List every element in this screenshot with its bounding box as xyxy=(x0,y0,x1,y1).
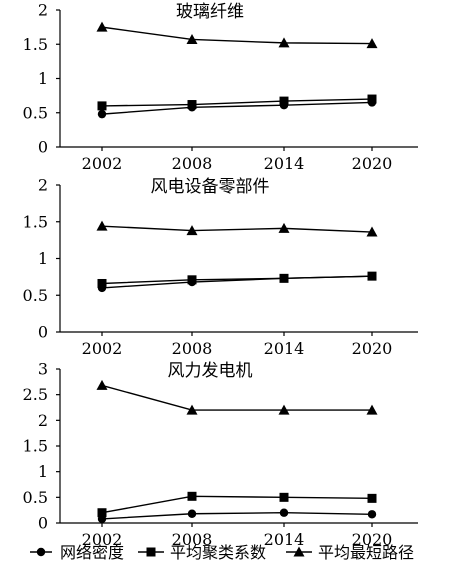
data-point-circle xyxy=(367,510,377,519)
data-point-square xyxy=(97,101,107,111)
x-tick-label: 2008 xyxy=(172,530,213,549)
x-tick-label: 2014 xyxy=(264,339,305,358)
x-tick-label: 2008 xyxy=(172,154,213,173)
data-point-triangle xyxy=(96,21,108,32)
series-line-square xyxy=(101,275,373,285)
x-tick-label: 2014 xyxy=(264,530,305,549)
data-point-square xyxy=(279,96,289,106)
y-tick-label: 1.5 xyxy=(23,212,48,231)
data-point-square xyxy=(187,491,197,501)
series-line-square xyxy=(101,98,373,107)
x-tick-label: 2020 xyxy=(352,530,393,549)
y-tick-label: 2 xyxy=(38,411,48,430)
y-tick-label: 2 xyxy=(38,1,48,20)
y-tick-label: 0.5 xyxy=(23,103,48,122)
series-line-square xyxy=(101,495,373,514)
y-tick-label: 1.5 xyxy=(23,35,48,54)
data-point-square xyxy=(367,493,377,503)
legend-label: 网络密度 xyxy=(60,543,124,562)
legend-marker-triangle xyxy=(293,546,305,557)
x-tick-label: 2002 xyxy=(82,530,123,549)
series-line-circle xyxy=(101,101,373,115)
legend-marker-square xyxy=(146,547,156,557)
data-point-triangle xyxy=(366,38,378,49)
data-point-square xyxy=(97,278,107,288)
data-point-square xyxy=(279,273,289,283)
x-tick-label: 2002 xyxy=(82,154,123,173)
data-point-square xyxy=(279,492,289,502)
series-line-triangle xyxy=(101,384,372,411)
y-tick-label: 1 xyxy=(38,462,48,481)
y-tick-label: 0 xyxy=(38,514,48,533)
data-point-triangle xyxy=(186,404,198,415)
data-point-triangle xyxy=(186,225,198,236)
data-point-square xyxy=(367,271,377,281)
series-line-triangle xyxy=(101,225,373,233)
data-point-triangle xyxy=(366,226,378,237)
data-point-triangle xyxy=(186,33,198,44)
data-point-square xyxy=(187,275,197,285)
x-tick-label: 2020 xyxy=(352,154,393,173)
y-tick-label: 0.5 xyxy=(23,286,48,305)
series-line-circle xyxy=(101,512,373,520)
y-tick-label: 2 xyxy=(38,176,48,195)
data-point-circle xyxy=(279,508,289,517)
y-tick-label: 3 xyxy=(38,360,48,379)
data-point-triangle xyxy=(366,404,378,415)
panel-title: 风电设备零部件 xyxy=(151,177,270,197)
data-point-square xyxy=(187,100,197,110)
data-point-circle xyxy=(187,509,197,518)
legend-marker-circle xyxy=(36,547,46,557)
legend-label: 平均最短路径 xyxy=(318,543,414,562)
panel-title: 风力发电机 xyxy=(168,361,253,381)
data-point-triangle xyxy=(96,379,108,390)
y-tick-label: 1 xyxy=(38,69,48,88)
panel-title: 玻璃纤维 xyxy=(176,2,244,22)
y-tick-label: 1.5 xyxy=(23,437,48,456)
series-line-triangle xyxy=(101,26,373,45)
legend-label: 平均聚类系数 xyxy=(170,543,266,562)
x-tick-label: 2002 xyxy=(82,339,123,358)
data-point-triangle xyxy=(278,404,290,415)
y-tick-label: 0 xyxy=(38,138,48,157)
y-tick-label: 1 xyxy=(38,249,48,268)
y-tick-label: 0.5 xyxy=(23,488,48,507)
x-tick-label: 2020 xyxy=(352,339,393,358)
y-tick-label: 0 xyxy=(38,323,48,342)
data-point-triangle xyxy=(96,220,108,231)
data-point-triangle xyxy=(278,222,290,233)
x-tick-label: 2014 xyxy=(264,154,305,173)
y-tick-label: 2.5 xyxy=(23,385,48,404)
data-point-square xyxy=(367,94,377,104)
data-point-square xyxy=(97,508,107,518)
data-point-circle xyxy=(97,109,107,119)
data-point-triangle xyxy=(278,37,290,48)
x-tick-label: 2008 xyxy=(172,339,213,358)
